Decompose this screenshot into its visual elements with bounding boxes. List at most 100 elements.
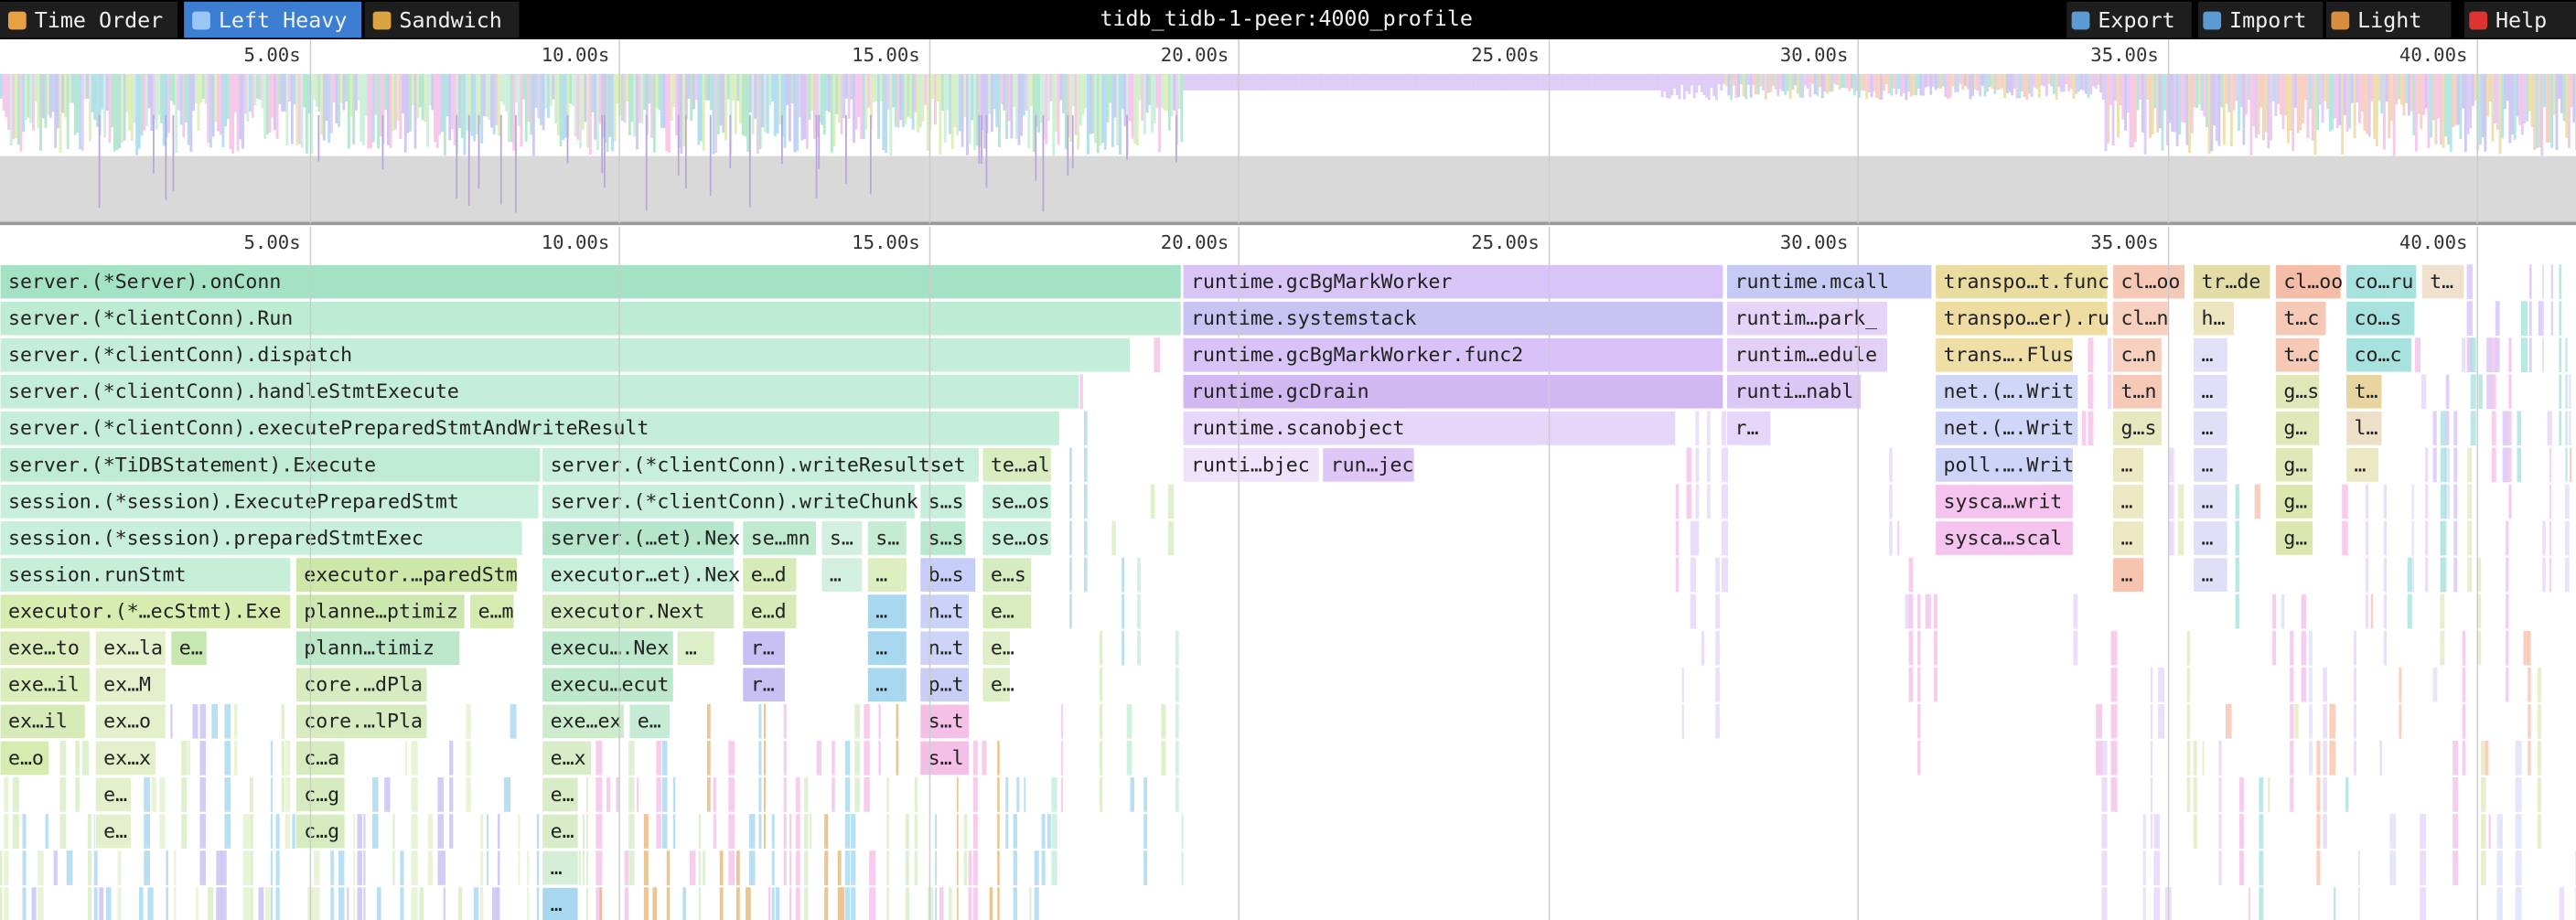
frame[interactable]: t…c <box>2274 337 2321 373</box>
frame-box[interactable] <box>469 594 515 630</box>
frame-label[interactable]: server.(*clientConn).executePreparedStmt… <box>8 417 649 440</box>
frame-label[interactable]: server.(*clientConn).writeResultset <box>551 454 966 476</box>
frame[interactable]: s… <box>821 520 864 556</box>
frame-label[interactable]: sysca…writ <box>1944 490 2063 513</box>
frame[interactable]: … <box>2193 410 2228 446</box>
frame-box[interactable] <box>2345 337 2412 373</box>
frame-box[interactable] <box>1182 337 1724 373</box>
frame-label[interactable]: e… <box>179 637 203 660</box>
frame-box[interactable] <box>1935 484 2074 519</box>
frame-label[interactable]: server.(*clientConn).dispatch <box>8 344 352 367</box>
frame[interactable]: transpo…er).ru <box>1935 300 2110 337</box>
frame-box[interactable] <box>170 630 208 667</box>
frame-label[interactable]: session.(*session).ExecutePreparedStmt <box>8 490 459 513</box>
frame-label[interactable]: cl…n <box>2121 307 2169 330</box>
frame[interactable]: poll.….Writ <box>1935 446 2075 483</box>
frame-box[interactable] <box>742 520 818 556</box>
frame-label[interactable]: sysca…scal <box>1944 527 2063 550</box>
frame-box[interactable] <box>2112 410 2163 446</box>
frame-label[interactable]: plann…timiz <box>304 637 435 660</box>
frame-label[interactable]: g… <box>2283 454 2307 476</box>
frame[interactable]: server.(*clientConn).writeResultset <box>542 446 980 483</box>
frame[interactable]: server.(*clientConn).handleStmtExecute <box>0 373 1080 410</box>
frame-label[interactable]: ex…il <box>8 711 68 733</box>
frame-label[interactable]: runtim…park_ <box>1734 307 1877 330</box>
frame[interactable]: e… <box>542 813 579 850</box>
frame-label[interactable]: ex…o <box>103 711 151 733</box>
frame-label[interactable]: l… <box>2355 417 2378 440</box>
frame-box[interactable] <box>542 484 916 519</box>
frame[interactable]: h… <box>2193 300 2235 337</box>
frame-box[interactable] <box>982 667 1012 703</box>
frame-label[interactable]: c…n <box>2121 344 2157 367</box>
frame-label[interactable]: co…s <box>2355 307 2402 330</box>
frame[interactable]: g…s <box>2112 410 2163 446</box>
frame[interactable]: net.(….Writ <box>1935 410 2079 446</box>
frame[interactable]: … <box>866 667 907 703</box>
frame[interactable]: tr…de <box>2193 263 2271 300</box>
frame[interactable]: server.(*Server).onConn <box>0 263 1182 300</box>
frame-box[interactable] <box>0 300 1182 337</box>
frame-box[interactable] <box>2112 557 2145 593</box>
frame-label[interactable]: server.(*clientConn).writeChunks <box>551 490 930 513</box>
frame[interactable]: co…ru <box>2345 263 2418 300</box>
frame-box[interactable] <box>982 520 1052 556</box>
frame[interactable]: transpo…t.func <box>1935 263 2110 300</box>
frame-label[interactable]: s… <box>875 527 899 550</box>
frame-box[interactable] <box>0 630 91 667</box>
frame-box[interactable] <box>0 263 1182 300</box>
frame[interactable]: ex…o <box>94 703 166 740</box>
frame-box[interactable] <box>1182 373 1724 410</box>
frame-label[interactable]: … <box>2202 490 2214 513</box>
frame[interactable]: e…d <box>742 594 798 630</box>
frame-box[interactable] <box>2112 373 2163 410</box>
frame-label[interactable]: … <box>2202 527 2214 550</box>
frame[interactable]: runtim…edule <box>1725 337 1889 373</box>
frame[interactable]: co…c <box>2345 337 2412 373</box>
frame-label[interactable]: g… <box>2283 417 2307 440</box>
frame-box[interactable] <box>2193 557 2228 593</box>
frame-box[interactable] <box>0 410 1060 446</box>
frame-label[interactable]: session.(*session).preparedStmtExec <box>8 527 424 550</box>
frame-box[interactable] <box>94 813 133 850</box>
frame-box[interactable] <box>1935 520 2074 556</box>
frame-label[interactable]: se…os <box>991 490 1050 513</box>
frame-box[interactable] <box>866 594 907 630</box>
frame-box[interactable] <box>2345 300 2416 337</box>
frame-box[interactable] <box>0 557 292 593</box>
frame-label[interactable]: net.(….Writ <box>1944 417 2075 440</box>
frame-label[interactable]: g… <box>2283 527 2307 550</box>
frame-label[interactable]: runtime.mcall <box>1734 271 1889 294</box>
frame-box[interactable] <box>821 520 864 556</box>
frame-box[interactable] <box>919 484 967 519</box>
frame[interactable]: e…s <box>982 557 1033 593</box>
frame-box[interactable] <box>2345 373 2383 410</box>
frame[interactable]: executor.…paredStm <box>295 557 519 593</box>
frame[interactable]: c…g <box>295 813 346 850</box>
frame[interactable]: … <box>2193 446 2228 483</box>
frame-box[interactable] <box>919 594 971 630</box>
frame-label[interactable]: server.(*TiDBStatement).Execute <box>8 454 376 476</box>
frame-label[interactable]: ex…la <box>103 637 163 660</box>
frame-label[interactable]: co…c <box>2355 344 2402 367</box>
frame-box[interactable] <box>542 776 579 813</box>
button-label[interactable]: Time Order <box>35 7 164 33</box>
frame-box[interactable] <box>1182 410 1677 446</box>
frame[interactable]: b…s <box>919 557 977 593</box>
frame-label[interactable]: … <box>2202 563 2214 586</box>
frame[interactable]: server.(*TiDBStatement).Execute <box>0 446 542 483</box>
frame-label[interactable]: n…t <box>928 637 964 660</box>
frame-label[interactable]: execu….Nex <box>551 637 670 660</box>
frame-box[interactable] <box>295 740 346 776</box>
frame[interactable]: t… <box>2420 263 2465 300</box>
flamegraph[interactable]: server.(*Server).onConn runtime.gcBgMarkW… <box>0 263 2576 920</box>
toolbar-button[interactable] <box>0 1 177 38</box>
frame[interactable]: r… <box>742 630 786 667</box>
frame[interactable]: … <box>2112 557 2145 593</box>
frame[interactable]: p…t <box>919 667 971 703</box>
frame-label[interactable]: exe…il <box>8 674 80 697</box>
frame-label[interactable]: h… <box>2202 307 2226 330</box>
frame-label[interactable]: e… <box>103 784 127 807</box>
frame-box[interactable] <box>2274 337 2321 373</box>
frame-label[interactable]: executor.(*…ecStmt).Exe <box>8 601 281 624</box>
